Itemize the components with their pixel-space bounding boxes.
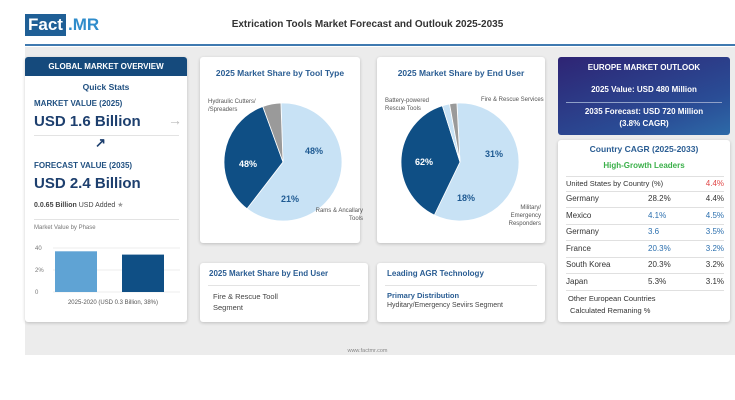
cell-cagr: 4.5% [705,210,724,220]
y-tick-label: 40 [35,246,42,252]
pie-data-label: 18% [457,193,476,203]
card-line: Segment [213,303,244,312]
added-amount: 0.0.65 Billion [34,202,77,209]
phase-label: Market Value by Phase [34,225,96,231]
card-title: 2025 Market Share by End User [209,269,329,278]
table-row: Japan 5.3% 3.1% [566,275,724,291]
cell-cagr: 3.2% [705,260,724,270]
cell-country: France [566,243,591,253]
table-title: Country CAGR (2025-2033) [589,144,699,154]
agr-technology-card: Leading AGR Technology Primary Distribut… [377,263,545,322]
pie-data-label: 48% [239,159,258,169]
factmr-logo[interactable]: Fact .MR [25,14,101,36]
cell-share: 3.6 [648,227,660,237]
table-header-row: United States by Country (%) 4.4% [566,176,724,192]
pie-slice-0 [433,102,520,222]
cell-country: Mexico [566,210,592,220]
pie-label-military: Military/ Emergency Responders [508,205,541,227]
table-row: France 20.3% 3.2% [566,242,724,258]
logo-part: Fact [25,14,66,36]
table-row: Germany 28.2% 4.4% [566,192,724,208]
divider [34,135,179,136]
europe-value: 2025 Value: USD 480 Million [591,85,697,94]
pie-slice-3 [449,102,461,163]
divider [385,285,537,286]
pie-slice-2 [262,102,284,163]
card-title: Leading AGR Technology [387,269,484,278]
usd-added: 0.0.65 Billion USD Added ★ [34,201,124,209]
trend-up-icon: ↗ [95,135,106,150]
bar-2025-2020 [55,251,97,292]
pie-slice-1 [223,106,284,210]
forecast-value: USD 2.4 Billion [34,175,141,192]
pie-label-battery: Battery-powered Rescue Tools [385,98,430,112]
table-subtitle: High-Growth Leaders [603,161,685,170]
pie-data-label: 21% [281,194,300,204]
cell-country: South Korea [566,260,611,270]
market-value-label: MARKET VALUE (2025) [34,99,123,108]
pie-slice-0 [246,102,343,222]
card-line: Hyditary/Emergency Seviirs Segment [387,302,503,309]
bar-2025-2035 [122,254,164,292]
divider [34,219,179,220]
chart-title: 2025 Market Share by Tool Type [215,68,345,78]
pie-label-hydraulic: Hydraulic Cutters/ /Spreaders [208,99,256,113]
header-divider [25,44,735,46]
table-row: Germany 3.6 3.5% [566,225,724,242]
pie-data-label: 48% [305,146,324,156]
card-line: Fire & Rescue Tooll [213,292,278,301]
page-title: Extrication Tools Market Forecast and Ou… [231,19,504,30]
europe-cagr: (3.8% CAGR) [619,119,669,128]
divider [208,285,360,286]
cell-share: 20.3% [648,260,671,270]
arrow-right-icon: → [168,112,182,128]
cell-share: 20.3% [648,243,671,253]
quick-stats-heading: Quick Stats [82,82,130,92]
panel-header: GLOBAL MARKET OVERVIEW [25,57,187,76]
pie-data-label: 31% [485,149,504,159]
y-tick-label: 2% [35,268,44,274]
chart-title: 2025 Market Share by End User [397,68,525,78]
table-row: Mexico 4.1% 4.5% [566,209,724,225]
cell-share: 28.2% [648,194,671,203]
end-user-summary-card: 2025 Market Share by End User Fire & Res… [200,263,368,322]
cell-country: Germany [566,227,599,237]
panel-header: EUROPE MARKET OUTLOOK [587,63,701,72]
x-axis-label: 2025-2020 (USD 0.3 Billion, 38%) [68,300,158,306]
cell-country: Japan [566,277,588,286]
cell-cagr: 4.4% [705,194,724,203]
europe-outlook-panel: EUROPE MARKET OUTLOOK 2025 Value: USD 48… [558,57,730,135]
cell-country: Germany [566,194,599,203]
cell-cagr: 3.1% [705,277,724,286]
table-footnote: Calculated Remaning % [570,306,651,315]
star-icon: ★ [117,202,124,209]
cell-cagr: 3.2% [705,243,724,253]
table-row: South Korea 20.3% 3.2% [566,258,724,275]
cell-share: 4.1% [648,210,667,220]
header-value: 4.4% [705,179,724,188]
cell-cagr: 3.5% [705,227,724,237]
table-footnote: Other European Countries [568,294,656,303]
divider [566,102,722,103]
global-overview-panel: GLOBAL MARKET OVERVIEW Quick Stats MARKE… [25,57,187,322]
added-text: USD Added [78,202,116,209]
footer-url[interactable]: www.factmr.com [347,348,388,354]
country-cagr-table: Country CAGR (2025-2033) High-Growth Lea… [558,140,730,322]
card-subtitle: Primary Distribution [387,291,460,300]
pie-label-fire-rescue: Fire & Rescue Services [481,97,544,103]
pie-label-rams: Rams & Ancallary Tools [315,208,363,222]
forecast-value-label: FORECAST VALUE (2035) [34,161,133,170]
header-label: United States by Country (%) [566,179,664,188]
cell-share: 5.3% [648,277,667,286]
pie-slice-1 [400,105,461,216]
market-value: USD 1.6 Billion [34,113,141,130]
europe-forecast: 2035 Forecast: USD 720 Million [584,107,704,116]
logo-part: .MR [67,15,100,34]
phase-bar-chart: 40 2% 0 2025-2020 (USD 0.3 Billion, 38%) [35,246,180,306]
pie-data-label: 62% [415,157,434,167]
y-tick-label: 0 [35,290,39,296]
